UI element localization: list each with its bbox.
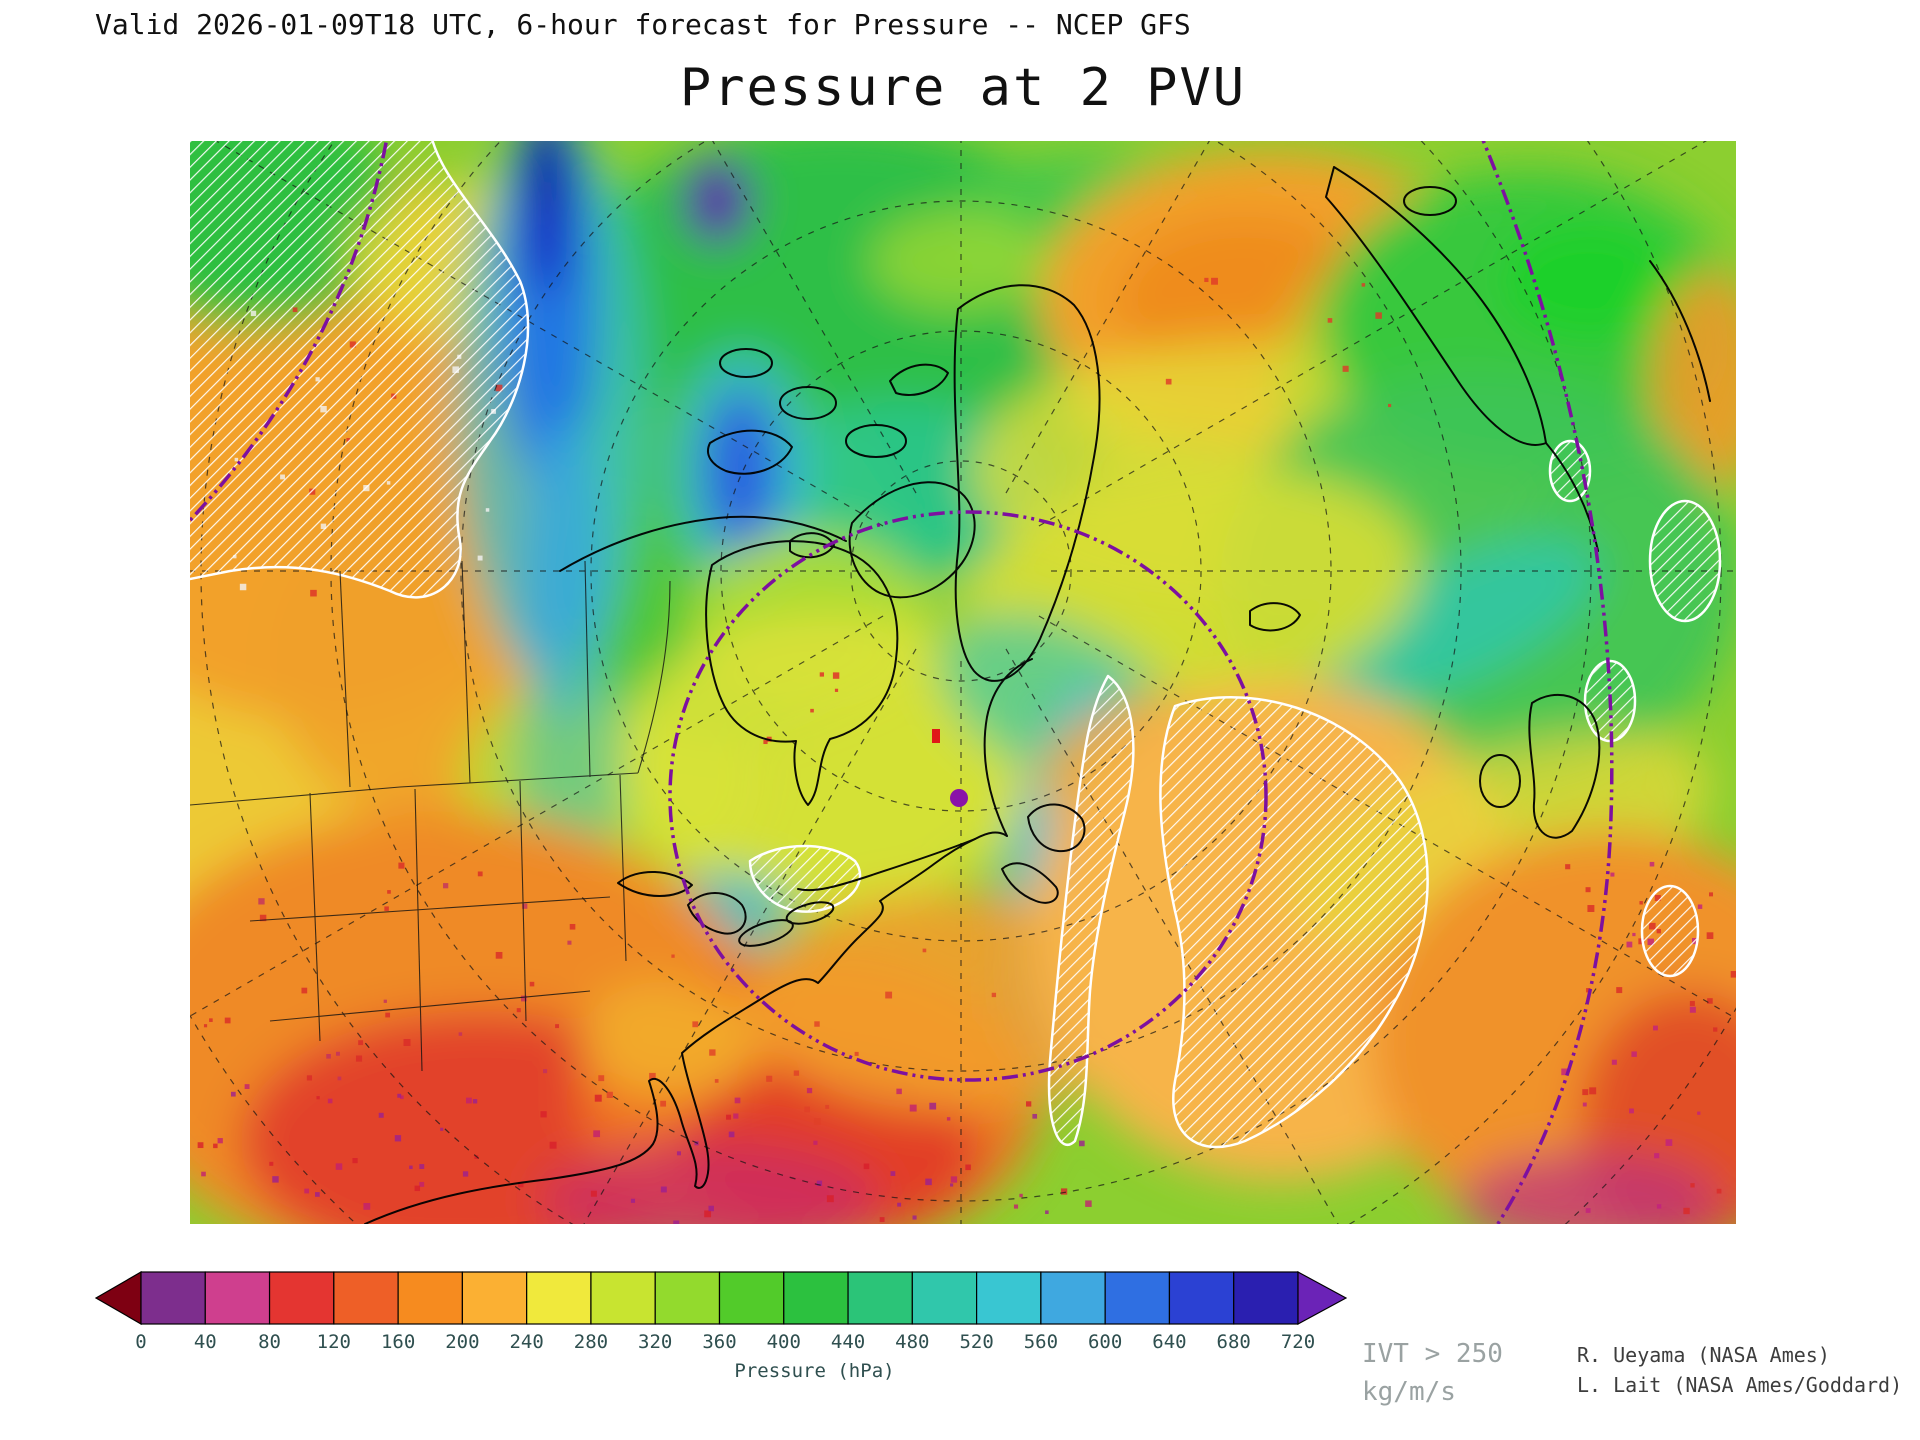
colorbar-segment (526, 1271, 592, 1325)
colorbar-tick: 80 (258, 1331, 281, 1353)
colorbar-segment (140, 1271, 206, 1325)
colorbar-tick: 200 (445, 1331, 480, 1353)
credit-line1: R. Ueyama (NASA Ames) (1577, 1343, 1830, 1367)
credits: R. Ueyama (NASA Ames) L. Lait (NASA Ames… (1577, 1340, 1902, 1400)
colorbar-segment (847, 1271, 913, 1325)
colorbar-tick: 480 (895, 1331, 930, 1353)
colorbar-tick: 440 (830, 1331, 866, 1353)
ivt-hatch-regions (190, 141, 1722, 1149)
colorbar-underflow-arrow (94, 1270, 142, 1326)
colorbar-segment (1233, 1271, 1299, 1325)
valid-time-header: Valid 2026-01-09T18 UTC, 6-hour forecast… (95, 8, 1191, 41)
colorbar-tick: 120 (316, 1331, 351, 1353)
colorbar-tick: 240 (509, 1331, 544, 1353)
pressure-map (190, 141, 1736, 1224)
colorbar-segment (718, 1271, 785, 1325)
colorbar-ticks: 0 40 80 120 160 200 240 280 320 360 400 440 480 520 56… (95, 1331, 1397, 1357)
colorbar-tick: 160 (380, 1331, 416, 1353)
ivt-note-line1: IVT > 250 (1362, 1339, 1503, 1369)
colorbar-label: Pressure (hPa) (734, 1360, 895, 1382)
colorbar-segment (911, 1271, 978, 1325)
colorbar-segment (590, 1271, 656, 1325)
colorbar-tick: 560 (1023, 1331, 1059, 1353)
colorbar-overflow-arrow (1297, 1270, 1348, 1326)
colorbar-segment (333, 1271, 399, 1325)
coastlines (364, 166, 1711, 1224)
colorbar-segment (654, 1271, 721, 1325)
colorbar-segment (204, 1271, 271, 1325)
colorbar-svg (94, 1270, 1348, 1326)
colorbar-segment (1168, 1271, 1235, 1325)
colorbar-tick: 280 (573, 1331, 609, 1353)
colorbar-tick: 0 (135, 1331, 147, 1353)
colorbar-tick: 400 (766, 1331, 801, 1353)
state-borders (190, 560, 671, 1072)
colorbar-segment (268, 1271, 335, 1325)
colorbar-tick: 600 (1087, 1331, 1123, 1353)
page-title: Pressure at 2 PVU (679, 58, 1247, 118)
colorbar-tick: 680 (1216, 1331, 1251, 1353)
colorbar-tick: 720 (1280, 1331, 1316, 1353)
pressure-map-svg (190, 141, 1736, 1224)
colorbar-segment (976, 1271, 1042, 1325)
colorbar (94, 1270, 1348, 1326)
colorbar-segment (1040, 1271, 1106, 1325)
purple-dash-dot-circle (190, 141, 1614, 1224)
colorbar-tick: 640 (1152, 1331, 1187, 1353)
colorbar-tick: 360 (702, 1331, 737, 1353)
ivt-threshold-note: IVT > 250 kg/m/s (1362, 1336, 1503, 1411)
ivt-note-line2: kg/m/s (1362, 1376, 1456, 1407)
colorbar-tick: 320 (638, 1331, 673, 1353)
colorbar-tick: 520 (959, 1331, 994, 1353)
colorbar-segment (1104, 1271, 1171, 1325)
colorbar-segment (783, 1271, 849, 1325)
colorbar-segment (397, 1271, 463, 1325)
colorbar-segment (461, 1271, 528, 1325)
purple-dot-marker (950, 789, 968, 807)
credit-line2: L. Lait (NASA Ames/Goddard) (1577, 1373, 1903, 1397)
colorbar-tick: 40 (193, 1331, 217, 1353)
red-spot-marker (932, 729, 940, 743)
